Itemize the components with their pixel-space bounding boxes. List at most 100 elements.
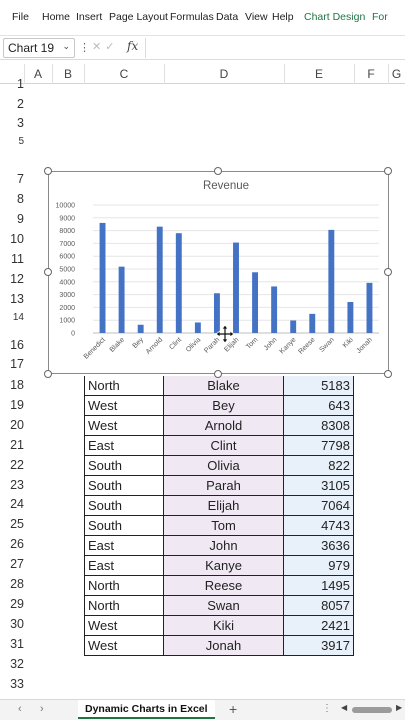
tab-home[interactable]: Home [42,11,71,23]
value-cell[interactable]: 2421 [284,616,354,636]
column-header-b[interactable]: B [63,67,72,81]
tab-file[interactable]: File [12,11,29,23]
region-cell[interactable]: West [84,636,164,656]
resize-handle[interactable] [44,167,52,175]
formula-input[interactable] [145,38,405,58]
more-options-icon[interactable]: ⋮ [79,42,90,54]
row-header[interactable]: 10 [10,232,24,246]
value-cell[interactable]: 4743 [284,516,354,536]
add-sheet-button[interactable]: + [229,701,238,717]
row-header[interactable]: 14 [12,312,24,323]
region-cell[interactable]: West [84,416,164,436]
region-cell[interactable]: South [84,496,164,516]
row-header[interactable]: 9 [17,212,24,226]
row-header[interactable]: 32 [10,657,24,671]
value-cell[interactable]: 3636 [284,536,354,556]
column-header-e[interactable]: E [314,67,323,81]
row-header[interactable]: 16 [10,338,24,352]
scroll-left-icon[interactable]: ◀ [341,703,348,712]
row-header[interactable]: 23 [10,478,24,492]
name-cell[interactable]: Blake [164,376,284,396]
column-header-c[interactable]: C [119,67,129,81]
tab-page-layout[interactable]: Page Layout [109,11,168,23]
prev-sheet-icon[interactable]: ‹ [18,703,22,715]
scroll-right-icon[interactable]: ▶ [396,703,403,712]
column-header-a[interactable]: A [33,67,42,81]
row-header[interactable]: 25 [10,517,24,531]
name-cell[interactable]: Olivia [164,456,284,476]
name-cell[interactable]: Reese [164,576,284,596]
resize-handle[interactable] [384,370,392,378]
row-header[interactable]: 1 [17,77,24,91]
region-cell[interactable]: North [84,376,164,396]
value-cell[interactable]: 822 [284,456,354,476]
region-cell[interactable]: West [84,396,164,416]
value-cell[interactable]: 979 [284,556,354,576]
row-header[interactable]: 22 [10,458,24,472]
name-cell[interactable]: Clint [164,436,284,456]
row-header[interactable]: 12 [10,272,24,286]
name-cell[interactable]: Kanye [164,556,284,576]
region-cell[interactable]: East [84,556,164,576]
tab-formulas[interactable]: Formulas [170,11,214,23]
resize-handle[interactable] [214,370,222,378]
value-cell[interactable]: 7798 [284,436,354,456]
row-header[interactable]: 28 [10,577,24,591]
value-cell[interactable]: 8057 [284,596,354,616]
tab-data[interactable]: Data [216,11,239,23]
region-cell[interactable]: East [84,536,164,556]
resize-handle[interactable] [44,370,52,378]
value-cell[interactable]: 5183 [284,376,354,396]
row-header[interactable]: 5 [18,136,24,147]
region-cell[interactable]: South [84,476,164,496]
region-cell[interactable]: West [84,616,164,636]
resize-handle[interactable] [214,167,222,175]
tab-view[interactable]: View [245,11,268,23]
column-header-g[interactable]: G [391,67,402,81]
name-cell[interactable]: Jonah [164,636,284,656]
name-cell[interactable]: John [164,536,284,556]
resize-handle[interactable] [384,167,392,175]
row-header[interactable]: 17 [10,357,24,371]
region-cell[interactable]: South [84,516,164,536]
resize-handle[interactable] [44,268,52,276]
row-header[interactable]: 30 [10,617,24,631]
row-header[interactable]: 8 [17,192,24,206]
row-header[interactable]: 29 [10,597,24,611]
row-header[interactable]: 20 [10,418,24,432]
name-box[interactable]: Chart 19 ⌄ [3,38,75,58]
tab-format[interactable]: For [372,11,388,23]
value-cell[interactable]: 643 [284,396,354,416]
row-header[interactable]: 19 [10,398,24,412]
region-cell[interactable]: North [84,576,164,596]
insert-function-button[interactable]: fx [127,39,139,53]
name-cell[interactable]: Parah [164,476,284,496]
row-header[interactable]: 7 [17,172,24,186]
region-cell[interactable]: North [84,596,164,616]
name-cell[interactable]: Elijah [164,496,284,516]
column-header-d[interactable]: D [219,67,229,81]
more-sheets-icon[interactable]: ⋮ [322,703,332,714]
row-header[interactable]: 33 [10,677,24,691]
row-header[interactable]: 3 [17,116,24,130]
row-header[interactable]: 24 [10,497,24,511]
tab-help[interactable]: Help [272,11,294,23]
region-cell[interactable]: East [84,436,164,456]
resize-handle[interactable] [384,268,392,276]
horizontal-scrollbar[interactable] [352,707,392,713]
name-cell[interactable]: Arnold [164,416,284,436]
value-cell[interactable]: 3917 [284,636,354,656]
row-header[interactable]: 13 [10,292,24,306]
name-cell[interactable]: Swan [164,596,284,616]
sheet-tab-active[interactable]: Dynamic Charts in Excel [78,700,215,719]
row-header[interactable]: 31 [10,637,24,651]
row-header[interactable]: 27 [10,557,24,571]
value-cell[interactable]: 7064 [284,496,354,516]
tab-chart-design[interactable]: Chart Design [304,11,366,23]
value-cell[interactable]: 3105 [284,476,354,496]
next-sheet-icon[interactable]: › [40,703,44,715]
chevron-down-icon[interactable]: ⌄ [62,41,70,51]
name-cell[interactable]: Bey [164,396,284,416]
region-cell[interactable]: South [84,456,164,476]
row-header[interactable]: 2 [17,97,24,111]
